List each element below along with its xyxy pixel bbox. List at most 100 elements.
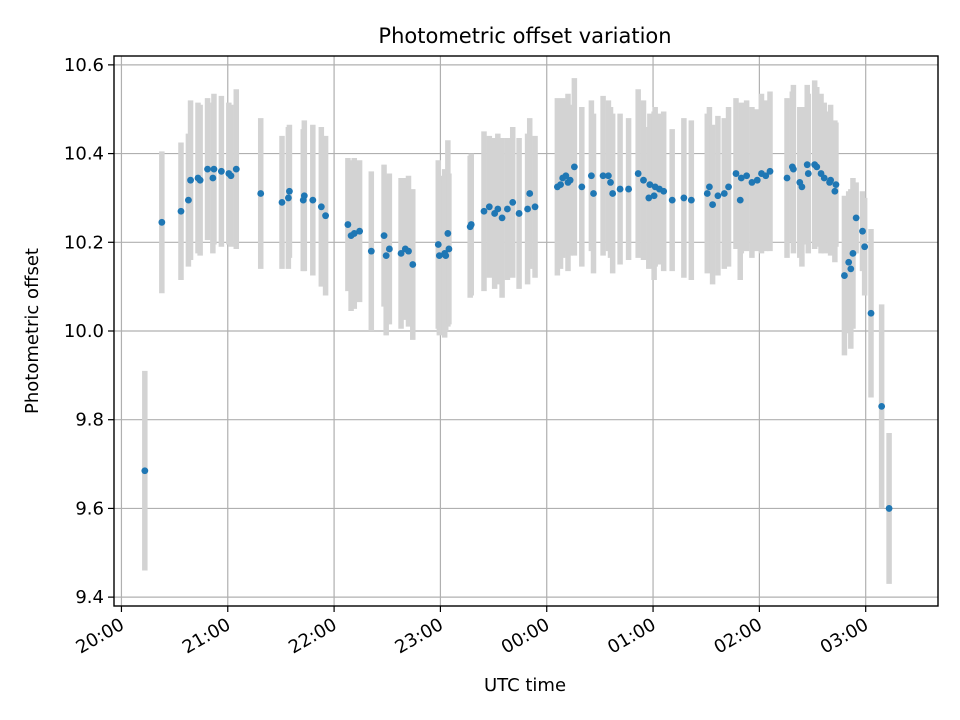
data-point xyxy=(531,203,539,211)
data-point xyxy=(300,192,308,200)
data-point xyxy=(445,245,453,253)
data-point xyxy=(210,165,218,173)
data-point xyxy=(562,172,570,180)
data-point xyxy=(187,176,194,184)
data-point xyxy=(720,190,728,197)
data-point xyxy=(640,176,647,184)
data-point xyxy=(841,272,848,279)
data-point xyxy=(827,176,835,184)
data-point xyxy=(766,167,774,175)
data-point xyxy=(748,179,756,186)
data-point xyxy=(217,167,225,175)
data-point xyxy=(309,196,317,204)
data-point xyxy=(317,203,325,211)
data-point xyxy=(405,247,412,255)
data-point xyxy=(509,198,517,206)
data-point xyxy=(467,221,475,228)
y-axis-label: Photometric offset xyxy=(22,248,43,414)
data-point xyxy=(680,194,688,202)
y-tick-label: 10.0 xyxy=(64,321,104,342)
data-point xyxy=(605,172,612,180)
data-point xyxy=(177,207,185,215)
data-point xyxy=(557,181,564,189)
data-point xyxy=(743,172,751,180)
data-point xyxy=(645,194,653,202)
data-point xyxy=(845,258,853,266)
data-point xyxy=(732,170,740,177)
data-point xyxy=(442,252,450,259)
data-point xyxy=(607,179,614,186)
data-point xyxy=(753,176,761,184)
y-tick-label: 10.6 xyxy=(64,55,104,76)
data-point xyxy=(599,172,607,180)
data-point xyxy=(158,218,166,226)
data-point xyxy=(762,172,770,180)
data-point xyxy=(634,170,642,177)
data-point xyxy=(578,183,586,191)
data-point xyxy=(409,261,417,268)
data-point xyxy=(344,221,352,228)
data-point xyxy=(668,196,676,204)
data-point xyxy=(232,165,240,173)
y-tick-label: 10.4 xyxy=(64,144,104,165)
data-point xyxy=(831,187,839,195)
data-point xyxy=(616,185,624,193)
data-point xyxy=(322,212,329,220)
data-point xyxy=(804,170,812,177)
y-tick-label: 9.6 xyxy=(75,498,104,519)
data-point xyxy=(709,201,716,208)
data-point xyxy=(867,309,875,317)
data-point xyxy=(356,227,364,235)
data-point xyxy=(646,181,654,189)
data-point xyxy=(570,163,578,171)
data-point xyxy=(204,165,211,173)
data-point xyxy=(798,183,806,191)
y-tick-label: 10.2 xyxy=(64,232,104,253)
data-point xyxy=(227,172,235,180)
data-point xyxy=(515,210,523,217)
data-points xyxy=(141,161,893,512)
data-point xyxy=(703,190,711,197)
data-point xyxy=(480,207,488,215)
data-point xyxy=(706,183,713,191)
data-point xyxy=(209,174,217,182)
data-point xyxy=(725,183,732,191)
data-point xyxy=(861,243,869,251)
data-point xyxy=(526,190,534,197)
data-point xyxy=(849,249,857,257)
data-point xyxy=(820,174,828,182)
data-point xyxy=(609,190,617,197)
data-point xyxy=(736,196,744,204)
data-point xyxy=(380,232,388,240)
data-point xyxy=(783,174,791,182)
data-point xyxy=(587,172,595,180)
chart-title: Photometric offset variation xyxy=(378,24,671,48)
data-point xyxy=(737,174,745,182)
data-point xyxy=(803,161,811,169)
data-point xyxy=(278,198,286,206)
data-point xyxy=(790,165,797,173)
data-point xyxy=(434,241,442,248)
y-tick-label: 9.8 xyxy=(75,410,104,431)
data-point xyxy=(566,176,574,184)
data-point xyxy=(625,185,633,193)
data-point xyxy=(284,194,292,202)
data-point xyxy=(590,190,597,197)
data-point xyxy=(196,176,204,184)
data-point xyxy=(286,187,293,195)
data-point xyxy=(257,190,265,197)
data-point xyxy=(852,214,860,222)
data-point xyxy=(367,247,375,255)
data-point xyxy=(397,249,405,257)
data-point xyxy=(382,252,390,259)
y-tick-label: 9.4 xyxy=(75,587,104,608)
x-axis-label: UTC time xyxy=(484,675,566,696)
data-point xyxy=(350,230,358,237)
data-point xyxy=(503,205,511,213)
data-point xyxy=(847,265,855,273)
data-point xyxy=(660,187,668,195)
data-point xyxy=(650,192,658,200)
data-point xyxy=(524,205,531,213)
data-point xyxy=(885,505,893,512)
